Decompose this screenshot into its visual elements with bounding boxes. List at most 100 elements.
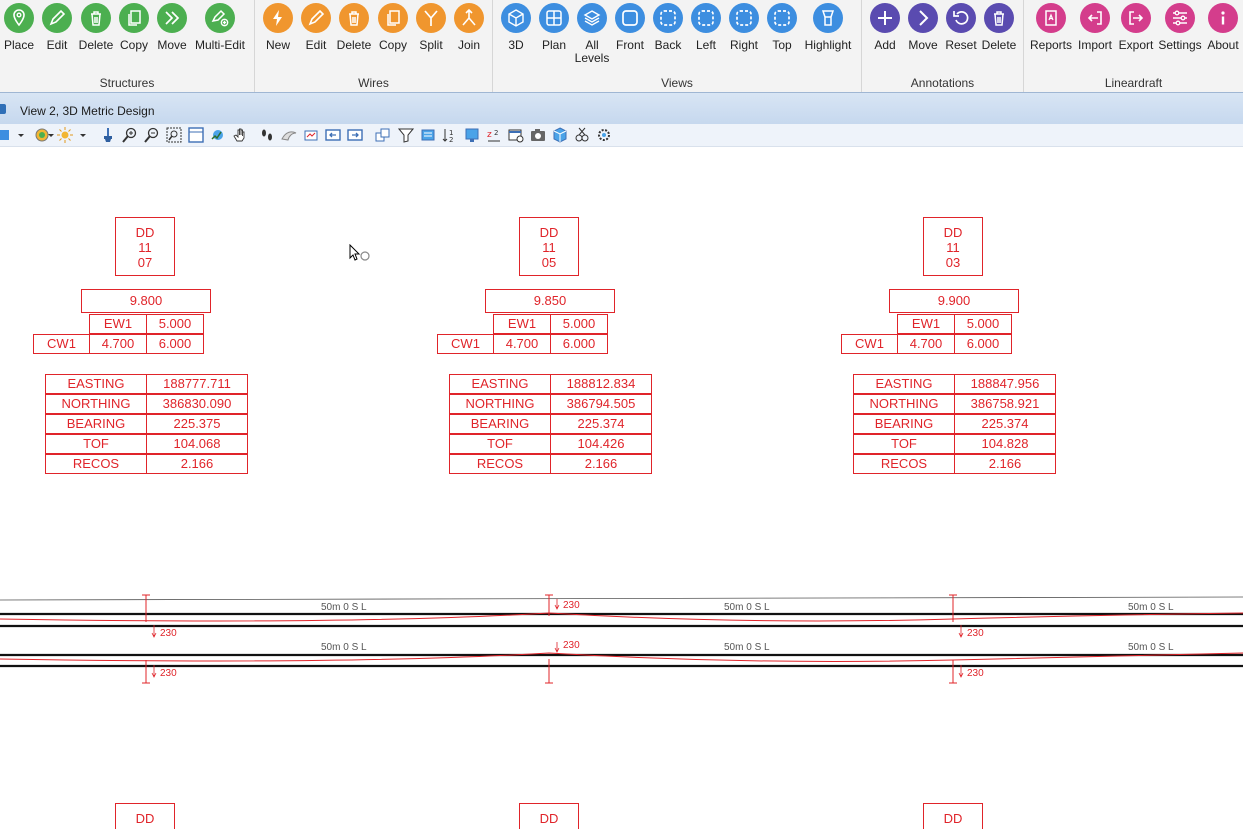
structure-label-box-1[interactable]: DD 11 07 bbox=[115, 217, 175, 276]
view-title-bar: View 2, 3D Metric Design bbox=[0, 92, 1243, 124]
properties-icon[interactable] bbox=[420, 127, 436, 143]
cube-icon bbox=[501, 3, 531, 33]
zoom-extents-icon[interactable] bbox=[188, 127, 204, 143]
lineardraft-export-label: Export bbox=[1118, 38, 1154, 52]
lineardraft-import-label: Import bbox=[1077, 38, 1112, 52]
structure-label-bottom-2[interactable]: DD bbox=[519, 803, 579, 829]
cw1-b-1: 6.000 bbox=[146, 334, 204, 354]
sliders-icon bbox=[1165, 3, 1195, 33]
monitor-icon[interactable] bbox=[464, 127, 480, 143]
structures-place-label: Place bbox=[3, 38, 35, 52]
views-all-levels-label: All Levels bbox=[574, 38, 610, 65]
structure-label-box-3[interactable]: DD 11 03 bbox=[923, 217, 983, 276]
structures-multi-edit-button[interactable]: Multi-Edit bbox=[195, 3, 245, 52]
group-views: 3D Plan All Levels Front Back Left Right bbox=[493, 0, 862, 92]
brush-icon[interactable] bbox=[100, 127, 116, 143]
annotations-delete-button[interactable]: Delete bbox=[979, 3, 1019, 52]
place-pin-icon bbox=[4, 3, 34, 33]
lineardraft-reports-button[interactable]: Reports bbox=[1030, 3, 1072, 52]
render-style-dropdown-icon[interactable] bbox=[48, 127, 54, 143]
wires-delete-button[interactable]: Delete bbox=[334, 3, 374, 52]
structure-label-bottom-3[interactable]: DD bbox=[923, 803, 983, 829]
box-3d-icon[interactable] bbox=[552, 127, 568, 143]
dim-arrow-1a bbox=[151, 625, 157, 638]
views-top-button[interactable]: Top bbox=[762, 3, 802, 52]
ew1-value-1: 5.000 bbox=[146, 314, 204, 334]
wires-join-button[interactable]: Join bbox=[449, 3, 489, 52]
previous-view-icon[interactable] bbox=[325, 127, 341, 143]
structure-label-line: 05 bbox=[541, 255, 557, 270]
import-icon bbox=[1080, 3, 1110, 33]
structure-label-box-2[interactable]: DD 11 05 bbox=[519, 217, 579, 276]
cw1-b-3: 6.000 bbox=[954, 334, 1012, 354]
drawing-canvas[interactable]: DD 11 07 9.800 EW1 5.000 CW1 4.700 6.000 EASTING 1… bbox=[0, 147, 1243, 829]
group-label-annotations: Annotations bbox=[910, 76, 975, 90]
views-plan-button[interactable]: Plan bbox=[534, 3, 574, 52]
dashed-square-icon bbox=[767, 3, 797, 33]
lineardraft-import-button[interactable]: Import bbox=[1075, 3, 1115, 52]
display-mode-dropdown-icon[interactable] bbox=[16, 127, 26, 143]
annotations-add-button[interactable]: Add bbox=[865, 3, 905, 52]
lineardraft-settings-button[interactable]: Settings bbox=[1158, 3, 1202, 52]
annotations-reset-button[interactable]: Reset bbox=[941, 3, 981, 52]
wires-new-button[interactable]: New bbox=[258, 3, 298, 52]
wires-copy-button[interactable]: Copy bbox=[373, 3, 413, 52]
dashed-square-icon bbox=[729, 3, 759, 33]
lighting-dropdown-icon[interactable] bbox=[78, 127, 88, 143]
wires-edit-button[interactable]: Edit bbox=[296, 3, 336, 52]
zoom-out-icon[interactable] bbox=[144, 127, 160, 143]
dim-arrow-2b bbox=[554, 642, 560, 653]
cw1-b-2: 6.000 bbox=[550, 334, 608, 354]
views-3d-button[interactable]: 3D bbox=[496, 3, 536, 52]
structure-height-3: 9.900 bbox=[889, 289, 1019, 313]
views-back-button[interactable]: Back bbox=[648, 3, 688, 52]
zoom-in-icon[interactable] bbox=[122, 127, 138, 143]
structure-label-line: DD bbox=[943, 225, 963, 240]
group-annotations: Add Move Reset Delete Annotations bbox=[862, 0, 1024, 92]
filter-icon[interactable] bbox=[398, 127, 414, 143]
new-window-icon[interactable] bbox=[508, 127, 524, 143]
settings-gear-icon[interactable] bbox=[596, 127, 612, 143]
next-view-icon[interactable] bbox=[347, 127, 363, 143]
views-left-button[interactable]: Left bbox=[686, 3, 726, 52]
structures-place-button[interactable]: Place bbox=[0, 3, 39, 52]
select-objects-icon[interactable] bbox=[375, 127, 391, 143]
views-right-button[interactable]: Right bbox=[724, 3, 764, 52]
join-icon bbox=[454, 3, 484, 33]
screenshot-camera-icon[interactable] bbox=[530, 127, 546, 143]
fly-icon[interactable] bbox=[281, 127, 297, 143]
camera-view-icon[interactable] bbox=[303, 127, 319, 143]
views-front-button[interactable]: Front bbox=[610, 3, 650, 52]
render-style-icon[interactable] bbox=[34, 127, 50, 143]
lineardraft-export-button[interactable]: Export bbox=[1116, 3, 1156, 52]
views-highlight-button[interactable]: Highlight bbox=[805, 3, 851, 52]
annotations-move-button[interactable]: Move bbox=[903, 3, 943, 52]
trash-icon bbox=[81, 3, 111, 33]
span-label-3a: 50m 0 S L bbox=[1128, 602, 1174, 613]
measure-icon[interactable] bbox=[574, 127, 590, 143]
dim-arrow-1b bbox=[151, 665, 157, 678]
wires-split-button[interactable]: Split bbox=[411, 3, 451, 52]
views-top-label: Top bbox=[772, 38, 792, 52]
zoom-window-icon[interactable] bbox=[166, 127, 182, 143]
walk-footprints-icon[interactable] bbox=[259, 127, 275, 143]
catenary-red-lower bbox=[0, 652, 1243, 662]
structures-edit-button[interactable]: Edit bbox=[37, 3, 77, 52]
view-icon bbox=[0, 104, 6, 114]
structure-label-line: 11 bbox=[542, 240, 556, 255]
structures-delete-button[interactable]: Delete bbox=[76, 3, 116, 52]
views-all-levels-button[interactable]: All Levels bbox=[572, 3, 612, 65]
lineardraft-about-label: About bbox=[1207, 38, 1239, 52]
orbit-icon[interactable] bbox=[210, 127, 226, 143]
sort-icon[interactable]: 12 bbox=[442, 127, 458, 143]
structure-label-bottom-1[interactable]: DD bbox=[115, 803, 175, 829]
lighting-icon[interactable] bbox=[57, 127, 73, 143]
display-mode-icon[interactable] bbox=[0, 127, 12, 143]
highlighter-icon bbox=[813, 3, 843, 33]
view-title: View 2, 3D Metric Design bbox=[20, 104, 155, 118]
structures-copy-button[interactable]: Copy bbox=[114, 3, 154, 52]
lineardraft-about-button[interactable]: About bbox=[1203, 3, 1243, 52]
structures-move-button[interactable]: Move bbox=[152, 3, 192, 52]
pan-hand-icon[interactable] bbox=[232, 127, 248, 143]
